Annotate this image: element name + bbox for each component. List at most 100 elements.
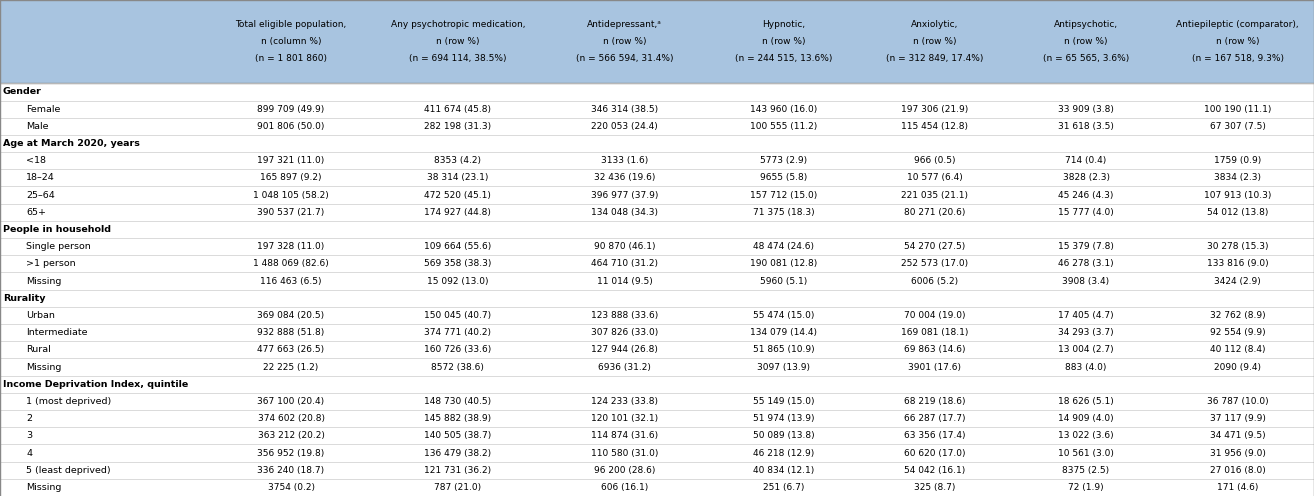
Text: 70 004 (19.0): 70 004 (19.0)	[904, 311, 966, 320]
Text: 10 577 (6.4): 10 577 (6.4)	[907, 174, 963, 183]
Text: Income Deprivation Index, quintile: Income Deprivation Index, quintile	[3, 380, 188, 389]
Text: 282 198 (31.3): 282 198 (31.3)	[424, 122, 491, 131]
Bar	[0, 152, 1314, 169]
Text: 15 379 (7.8): 15 379 (7.8)	[1058, 242, 1114, 251]
Text: 100 190 (11.1): 100 190 (11.1)	[1204, 105, 1272, 114]
Text: Urban: Urban	[26, 311, 55, 320]
Text: 883 (4.0): 883 (4.0)	[1066, 363, 1106, 372]
Text: 46 278 (3.1): 46 278 (3.1)	[1058, 259, 1114, 268]
Text: 8353 (4.2): 8353 (4.2)	[435, 156, 481, 165]
Text: 22 225 (1.2): 22 225 (1.2)	[263, 363, 319, 372]
Text: 40 112 (8.4): 40 112 (8.4)	[1210, 345, 1265, 354]
Text: 11 014 (9.5): 11 014 (9.5)	[597, 277, 653, 286]
Text: Antidepressant,ᵃ: Antidepressant,ᵃ	[587, 20, 662, 29]
Text: 3828 (2.3): 3828 (2.3)	[1063, 174, 1109, 183]
Bar	[0, 101, 1314, 118]
Bar	[0, 221, 1314, 238]
Text: 252 573 (17.0): 252 573 (17.0)	[901, 259, 968, 268]
Text: 932 888 (51.8): 932 888 (51.8)	[258, 328, 325, 337]
Text: 472 520 (45.1): 472 520 (45.1)	[424, 190, 491, 199]
Text: 110 580 (31.0): 110 580 (31.0)	[591, 448, 658, 457]
Text: 251 (6.7): 251 (6.7)	[763, 483, 804, 492]
Text: 464 710 (31.2): 464 710 (31.2)	[591, 259, 658, 268]
Text: 396 977 (37.9): 396 977 (37.9)	[591, 190, 658, 199]
Text: 15 777 (4.0): 15 777 (4.0)	[1058, 208, 1114, 217]
Text: 369 084 (20.5): 369 084 (20.5)	[258, 311, 325, 320]
Text: 54 012 (13.8): 54 012 (13.8)	[1208, 208, 1268, 217]
Text: >1 person: >1 person	[26, 259, 76, 268]
Text: 120 101 (32.1): 120 101 (32.1)	[591, 414, 658, 423]
Text: Intermediate: Intermediate	[26, 328, 88, 337]
Text: Hypnotic,: Hypnotic,	[762, 20, 805, 29]
Text: Missing: Missing	[26, 483, 62, 492]
Text: Gender: Gender	[3, 87, 42, 96]
Text: 5773 (2.9): 5773 (2.9)	[761, 156, 807, 165]
Text: 5960 (5.1): 5960 (5.1)	[761, 277, 807, 286]
Text: 14 909 (4.0): 14 909 (4.0)	[1058, 414, 1114, 423]
Text: n (column %): n (column %)	[260, 37, 322, 46]
Text: 72 (1.9): 72 (1.9)	[1068, 483, 1104, 492]
Text: 123 888 (33.6): 123 888 (33.6)	[591, 311, 658, 320]
Text: 171 (4.6): 171 (4.6)	[1217, 483, 1259, 492]
Text: 45 246 (4.3): 45 246 (4.3)	[1058, 190, 1114, 199]
Text: 148 730 (40.5): 148 730 (40.5)	[424, 397, 491, 406]
Text: n (row %): n (row %)	[1215, 37, 1260, 46]
Text: 13 022 (3.6): 13 022 (3.6)	[1058, 432, 1114, 440]
Bar	[0, 169, 1314, 186]
Text: 3097 (13.9): 3097 (13.9)	[757, 363, 811, 372]
Text: 197 328 (11.0): 197 328 (11.0)	[258, 242, 325, 251]
Text: 169 081 (18.1): 169 081 (18.1)	[901, 328, 968, 337]
Text: 2: 2	[26, 414, 33, 423]
Text: 363 212 (20.2): 363 212 (20.2)	[258, 432, 325, 440]
Text: 63 356 (17.4): 63 356 (17.4)	[904, 432, 966, 440]
Text: 197 321 (11.0): 197 321 (11.0)	[258, 156, 325, 165]
Text: 3424 (2.9): 3424 (2.9)	[1214, 277, 1261, 286]
Text: 136 479 (38.2): 136 479 (38.2)	[424, 448, 491, 457]
Text: 160 726 (33.6): 160 726 (33.6)	[424, 345, 491, 354]
Text: 346 314 (38.5): 346 314 (38.5)	[591, 105, 658, 114]
Text: 107 913 (10.3): 107 913 (10.3)	[1204, 190, 1272, 199]
Text: Female: Female	[26, 105, 60, 114]
Text: 17 405 (4.7): 17 405 (4.7)	[1058, 311, 1114, 320]
Bar	[0, 375, 1314, 393]
Text: 96 200 (28.6): 96 200 (28.6)	[594, 466, 656, 475]
Bar	[0, 462, 1314, 479]
Text: 1 (most deprived): 1 (most deprived)	[26, 397, 112, 406]
Text: 32 436 (19.6): 32 436 (19.6)	[594, 174, 656, 183]
Text: n (row %): n (row %)	[603, 37, 646, 46]
Text: 116 463 (6.5): 116 463 (6.5)	[260, 277, 322, 286]
Text: 714 (0.4): 714 (0.4)	[1066, 156, 1106, 165]
Text: 92 554 (9.9): 92 554 (9.9)	[1210, 328, 1265, 337]
Text: 150 045 (40.7): 150 045 (40.7)	[424, 311, 491, 320]
Text: People in household: People in household	[3, 225, 110, 234]
Text: 10 561 (3.0): 10 561 (3.0)	[1058, 448, 1114, 457]
Text: 1 048 105 (58.2): 1 048 105 (58.2)	[254, 190, 328, 199]
Text: (n = 312 849, 17.4%): (n = 312 849, 17.4%)	[886, 54, 984, 63]
Bar	[0, 307, 1314, 324]
Bar	[0, 204, 1314, 221]
Text: 3901 (17.6): 3901 (17.6)	[908, 363, 962, 372]
Text: 901 806 (50.0): 901 806 (50.0)	[258, 122, 325, 131]
Bar	[0, 324, 1314, 341]
Text: 374 602 (20.8): 374 602 (20.8)	[258, 414, 325, 423]
Text: 51 865 (10.9): 51 865 (10.9)	[753, 345, 815, 354]
Text: 4: 4	[26, 448, 33, 457]
Text: 15 092 (13.0): 15 092 (13.0)	[427, 277, 489, 286]
Text: 157 712 (15.0): 157 712 (15.0)	[750, 190, 817, 199]
Text: 1 488 069 (82.6): 1 488 069 (82.6)	[254, 259, 328, 268]
Text: n (row %): n (row %)	[913, 37, 957, 46]
Text: Missing: Missing	[26, 277, 62, 286]
Text: Single person: Single person	[26, 242, 91, 251]
Text: <18: <18	[26, 156, 46, 165]
Text: Total eligible population,: Total eligible population,	[235, 20, 347, 29]
Text: 34 471 (9.5): 34 471 (9.5)	[1210, 432, 1265, 440]
Text: (n = 1 801 860): (n = 1 801 860)	[255, 54, 327, 63]
Text: Antiepileptic (comparator),: Antiepileptic (comparator),	[1176, 20, 1300, 29]
Text: (n = 244 515, 13.6%): (n = 244 515, 13.6%)	[735, 54, 833, 63]
Bar	[0, 410, 1314, 427]
Text: 221 035 (21.1): 221 035 (21.1)	[901, 190, 968, 199]
Text: 31 956 (9.0): 31 956 (9.0)	[1210, 448, 1265, 457]
Text: 60 620 (17.0): 60 620 (17.0)	[904, 448, 966, 457]
Text: 36 787 (10.0): 36 787 (10.0)	[1208, 397, 1268, 406]
Bar	[0, 272, 1314, 290]
